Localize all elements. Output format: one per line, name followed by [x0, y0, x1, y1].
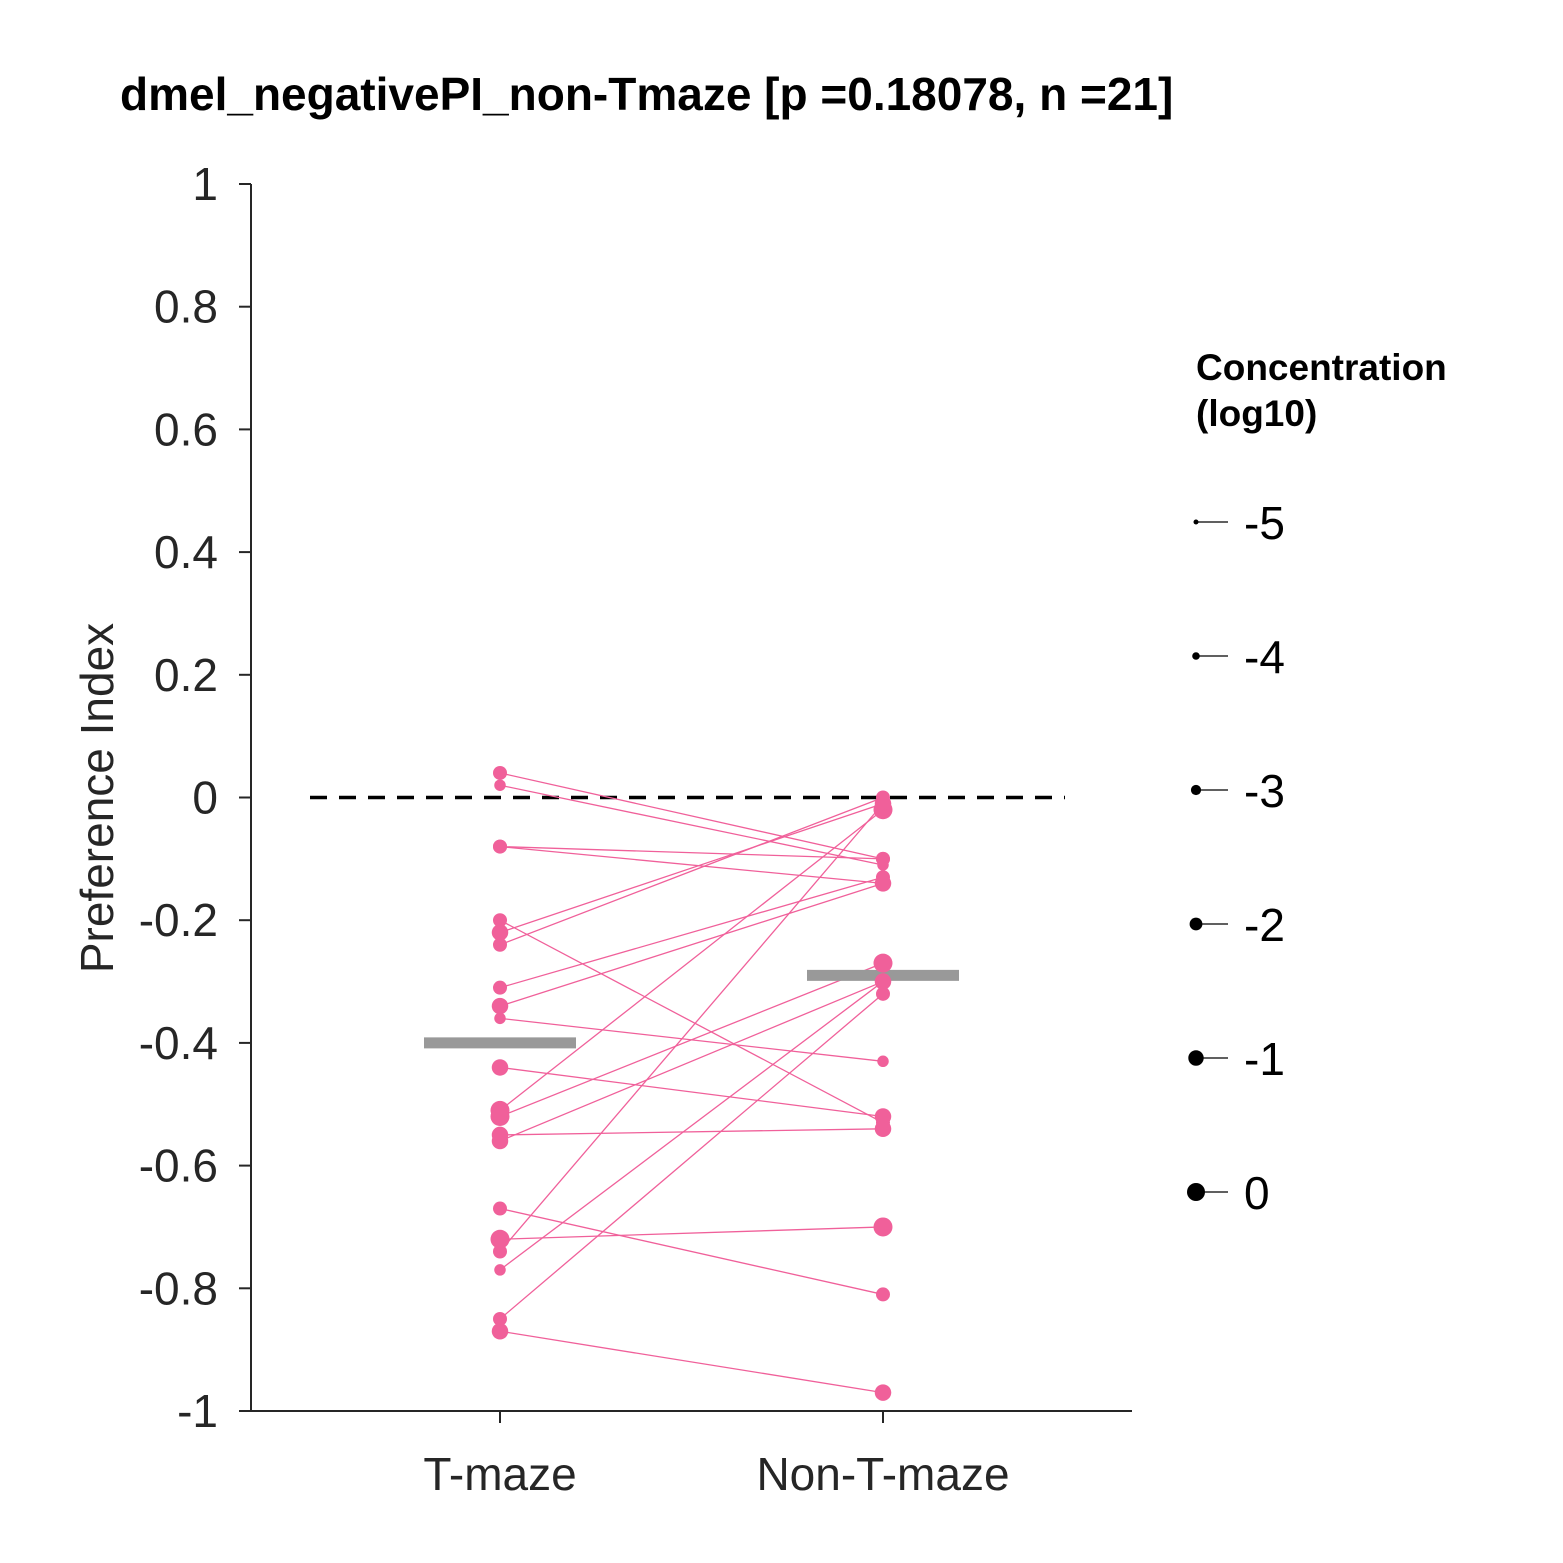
- tmaze-point: [491, 1132, 509, 1150]
- tmaze-point: [491, 997, 509, 1015]
- chart-title: dmel_negativePI_non-Tmaze [p =0.18078, n…: [120, 68, 1173, 120]
- y-tick-label: -1: [177, 1385, 218, 1437]
- legend-label: -1: [1244, 1033, 1285, 1085]
- pair-line: [499, 784, 884, 866]
- non-tmaze-point: [876, 1287, 890, 1302]
- y-tick-label: 0.4: [154, 526, 218, 578]
- tmaze-point: [494, 779, 506, 791]
- tmaze-point: [491, 1322, 509, 1340]
- pair-line: [499, 803, 884, 1252]
- y-tick-label: 0.8: [154, 281, 218, 333]
- legend-entries: -5 -4 -3 -2 -1 0: [1187, 497, 1285, 1219]
- legend-marker: [1190, 784, 1202, 796]
- plot-area: 1 0.8 0.6 0.4 0.2 0 -0.2 -0.4 -0.6 -0.8 -1 T-maze No…: [139, 158, 1132, 1500]
- pair-line: [499, 876, 884, 989]
- pair-line: [499, 845, 884, 860]
- tmaze-point: [493, 1311, 507, 1326]
- y-tick-label: 0.6: [154, 403, 218, 455]
- non-tmaze-point: [874, 1120, 892, 1138]
- pair-line: [499, 1226, 884, 1240]
- pair-line: [499, 1066, 884, 1118]
- y-tick-label: 1: [192, 158, 218, 210]
- legend-label: -5: [1244, 497, 1285, 549]
- pair-line: [499, 845, 884, 885]
- legend: Concentration (log10) -5 -4 -3 -2 -1 0: [1187, 347, 1447, 1219]
- y-axis-label: Preference Index: [71, 623, 123, 973]
- pair-line: [499, 809, 884, 1111]
- non-tmaze-point: [874, 1108, 892, 1125]
- pair-line: [499, 882, 884, 1007]
- non-tmaze-point: [873, 953, 893, 973]
- x-tick-label: T-maze: [423, 1448, 576, 1500]
- non-tmaze-point: [876, 986, 890, 1001]
- pair-line: [499, 796, 884, 946]
- pair-line: [499, 772, 884, 860]
- legend-marker: [1187, 1183, 1205, 1201]
- tmaze-point: [493, 913, 507, 928]
- y-tick-label: -0.4: [139, 1017, 218, 1069]
- pair-line: [499, 981, 884, 1271]
- non-tmaze-point: [876, 796, 890, 811]
- legend-label: -2: [1244, 899, 1285, 951]
- tmaze-point: [493, 937, 507, 952]
- legend-title: Concentration: [1196, 347, 1447, 388]
- pair-line: [499, 1207, 884, 1296]
- pair-line: [499, 1128, 884, 1136]
- tmaze-point: [490, 1107, 510, 1127]
- non-tmaze-point: [877, 1055, 889, 1068]
- pair-line: [499, 803, 884, 934]
- tmaze-point: [494, 1012, 506, 1025]
- tmaze-point: [491, 924, 509, 941]
- non-tmaze-point: [874, 1384, 892, 1401]
- pair-line: [499, 980, 884, 1142]
- tmaze-point: [494, 1264, 506, 1276]
- tmaze-point: [493, 1244, 507, 1259]
- non-tmaze-point: [876, 851, 890, 866]
- non-tmaze-point: [877, 975, 889, 988]
- legend-label: 0: [1244, 1167, 1270, 1219]
- tmaze-point: [493, 980, 507, 995]
- pair-line: [499, 962, 884, 1118]
- tmaze-point: [493, 1201, 507, 1216]
- legend-marker: [1188, 1050, 1204, 1066]
- tmaze-point: [493, 765, 507, 780]
- y-tick-label: 0.2: [154, 649, 218, 701]
- non-tmaze-point: [873, 1217, 893, 1237]
- non-tmaze-point: [874, 875, 892, 892]
- y-tick-label: -0.6: [139, 1140, 218, 1192]
- x-tick-label: Non-T-maze: [756, 1448, 1009, 1500]
- y-tick-label: -0.8: [139, 1262, 218, 1314]
- legend-marker: [1192, 652, 1200, 660]
- tmaze-point: [491, 1059, 509, 1076]
- legend-label: -3: [1244, 765, 1285, 817]
- legend-label: -4: [1244, 631, 1285, 683]
- y-tick-label: 0: [192, 772, 218, 824]
- pair-line: [499, 993, 884, 1320]
- legend-title-unit: (log10): [1196, 393, 1317, 434]
- legend-marker: [1193, 519, 1199, 525]
- legend-marker: [1189, 917, 1203, 931]
- pair-line: [499, 919, 884, 1124]
- tmaze-point: [493, 839, 507, 854]
- y-tick-label: -0.2: [139, 894, 218, 946]
- pair-line: [499, 1330, 884, 1394]
- tmaze-point: [490, 1229, 510, 1249]
